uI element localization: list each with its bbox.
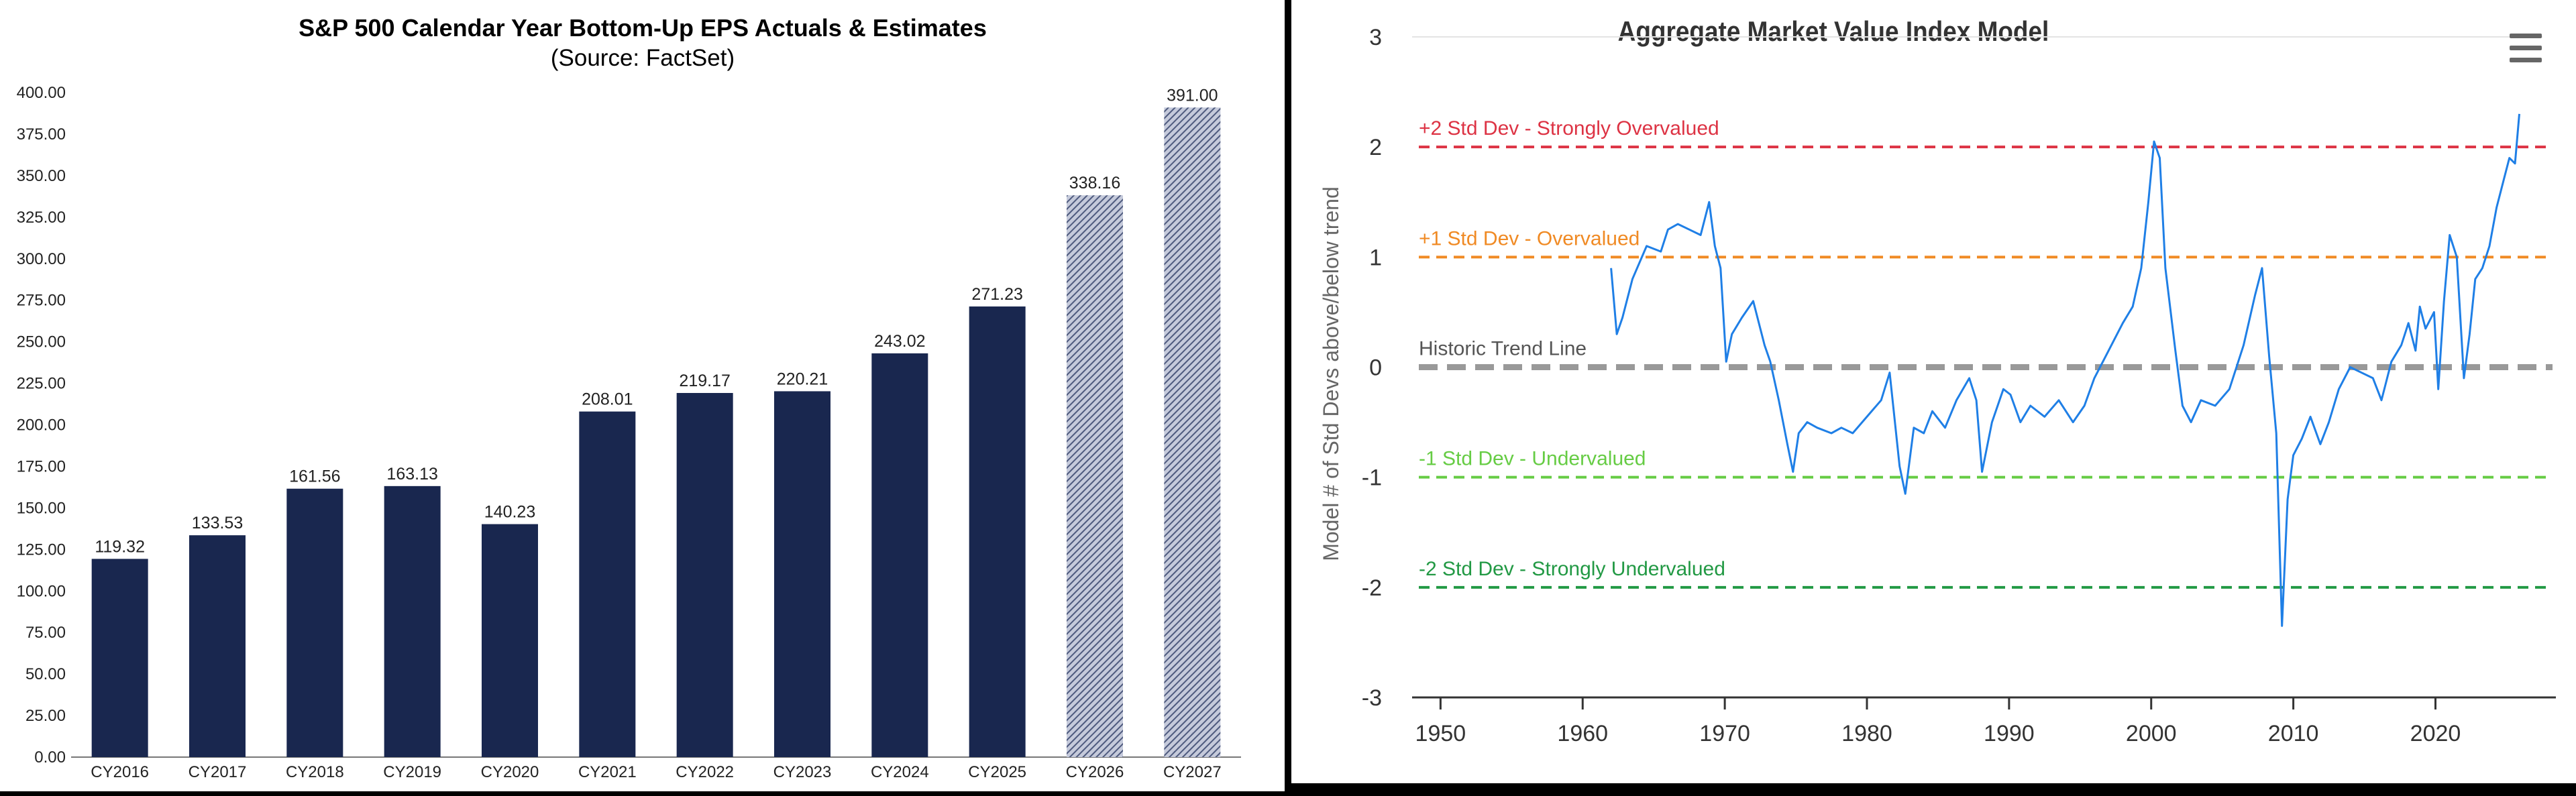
market-value-chart-title: Aggregate Market Value Index Model [1618, 16, 2049, 48]
reference-line-label: +1 Std Dev - Overvalued [1419, 227, 1640, 249]
eps-bar-actual [579, 411, 636, 757]
eps-value-label: 133.53 [192, 514, 243, 532]
eps-y-tick-label: 0.00 [34, 748, 66, 766]
eps-value-label: 208.01 [582, 390, 633, 409]
eps-x-tick-label: CY2023 [773, 763, 832, 781]
eps-value-label: 140.23 [484, 503, 535, 522]
market-value-y-tick-label: 2 [1369, 135, 1382, 160]
menu-icon-bar-middle [2510, 46, 2542, 50]
chart-menu-button[interactable] [2504, 31, 2547, 68]
eps-y-tick-label: 25.00 [25, 707, 66, 725]
eps-bar-actual [676, 393, 733, 757]
eps-bar-estimate [1067, 195, 1123, 757]
market-value-y-tick-label: -2 [1362, 575, 1382, 601]
eps-chart-subtitle: (Source: FactSet) [551, 45, 735, 71]
market-value-y-tick-label: 1 [1369, 245, 1382, 270]
eps-value-label: 163.13 [386, 465, 437, 484]
eps-y-tick-label: 375.00 [17, 125, 66, 144]
eps-value-label: 219.17 [679, 372, 730, 390]
market-value-chart-panel: Aggregate Market Value Index Model Model… [1291, 0, 2576, 783]
eps-bar-actual [969, 306, 1026, 757]
menu-icon-bar-bottom [2510, 58, 2542, 62]
market-value-x-tick-label: 2000 [2126, 721, 2177, 746]
reference-line-label: -1 Std Dev - Undervalued [1419, 448, 1646, 470]
market-value-x-tick-label: 1950 [1415, 721, 1466, 746]
market-value-x-axis: 1950 1960 1970 1980 1990 2000 2010 2020 [1412, 696, 2556, 746]
eps-x-tick-label: CY2024 [871, 763, 929, 781]
eps-y-tick-label: 325.00 [17, 209, 66, 227]
eps-y-tick-label: 75.00 [25, 624, 66, 642]
eps-y-tick-label: 225.00 [17, 375, 66, 393]
eps-x-tick-label: CY2025 [968, 763, 1026, 781]
eps-chart-title: S&P 500 Calendar Year Bottom-Up EPS Actu… [299, 14, 987, 42]
market-value-chart-background [1291, 0, 2576, 783]
eps-x-tick-label: CY2022 [676, 763, 734, 781]
eps-bar-estimate [1164, 107, 1221, 758]
eps-value-label: 161.56 [289, 467, 340, 486]
market-value-y-tick-label: 0 [1369, 355, 1382, 381]
market-value-x-tick-label: 1980 [1841, 721, 1892, 746]
eps-y-tick-label: 200.00 [17, 416, 66, 435]
eps-x-tick-label: CY2018 [286, 763, 344, 781]
eps-value-label: 220.21 [777, 369, 828, 388]
eps-bar-actual [482, 524, 538, 757]
eps-bar-actual [384, 486, 441, 757]
eps-value-label: 271.23 [971, 285, 1022, 304]
market-value-y-axis-title: Model # of Std Devs above/below trend [1319, 186, 1343, 561]
reference-line-label: Historic Trend Line [1419, 338, 1587, 360]
market-value-x-tick-label: 2020 [2410, 721, 2461, 746]
eps-x-tick-label: CY2020 [481, 763, 539, 781]
eps-y-axis: 0.00 25.00 50.00 75.00 100.00 125.00 150.00 175… [17, 84, 66, 766]
reference-line-label: +2 Std Dev - Strongly Overvalued [1419, 117, 1719, 139]
eps-y-tick-label: 50.00 [25, 665, 66, 683]
market-value-x-tick-label: 1960 [1557, 721, 1608, 746]
eps-bar-actual [286, 488, 343, 757]
market-value-x-tick-label: 1990 [1984, 721, 2035, 746]
eps-y-tick-label: 125.00 [17, 541, 66, 559]
reference-line-label: -2 Std Dev - Strongly Undervalued [1419, 558, 1725, 580]
eps-value-label: 243.02 [874, 332, 925, 351]
eps-x-tick-label: CY2027 [1163, 763, 1222, 781]
eps-bar-actual [774, 391, 830, 757]
market-value-x-tick-label: 1970 [1699, 721, 1750, 746]
eps-bar-actual [189, 535, 246, 757]
eps-x-tick-label: CY2019 [383, 763, 441, 781]
eps-y-tick-label: 400.00 [17, 84, 66, 102]
market-value-reference-lines: +2 Std Dev - Strongly Overvalued +1 Std D… [1419, 117, 2553, 589]
market-value-line-chart: Aggregate Market Value Index Model Model… [1291, 0, 2576, 783]
menu-icon-bar-top [2510, 34, 2542, 38]
eps-y-tick-label: 350.00 [17, 167, 66, 185]
market-value-series-line [1610, 113, 2520, 627]
eps-bar-actual [91, 559, 148, 757]
market-value-y-tick-label: 3 [1369, 25, 1382, 50]
eps-y-tick-label: 275.00 [17, 292, 66, 310]
eps-x-tick-label: CY2017 [189, 763, 247, 781]
eps-value-label: 119.32 [95, 537, 145, 556]
eps-y-tick-label: 250.00 [17, 333, 66, 351]
eps-chart-panel: S&P 500 Calendar Year Bottom-Up EPS Actu… [0, 0, 1285, 791]
eps-y-tick-label: 150.00 [17, 499, 66, 517]
eps-bars [91, 107, 1221, 758]
eps-y-tick-label: 300.00 [17, 250, 66, 268]
eps-x-tick-label: CY2016 [91, 763, 149, 781]
eps-value-label: 391.00 [1167, 86, 1218, 105]
market-value-y-tick-label: -1 [1362, 465, 1382, 491]
eps-x-axis: CY2016 CY2017 CY2018 CY2019 CY2020 CY2021 CY20… [91, 763, 1221, 781]
eps-value-labels: 119.32 133.53 161.56 163.13 140.23 208.01 219.… [95, 86, 1218, 556]
market-value-y-axis: 3 2 1 0 -1 -2 -3 [1362, 25, 1382, 711]
eps-x-tick-label: CY2026 [1066, 763, 1124, 781]
eps-y-tick-label: 175.00 [17, 457, 66, 475]
eps-y-tick-label: 100.00 [17, 582, 66, 600]
eps-value-label: 338.16 [1069, 174, 1120, 192]
eps-bar-chart: S&P 500 Calendar Year Bottom-Up EPS Actu… [0, 0, 1285, 791]
market-value-x-tick-label: 2010 [2268, 721, 2319, 746]
eps-x-tick-label: CY2021 [578, 763, 637, 781]
eps-bar-actual [871, 353, 928, 757]
market-value-y-tick-label: -3 [1362, 685, 1382, 711]
